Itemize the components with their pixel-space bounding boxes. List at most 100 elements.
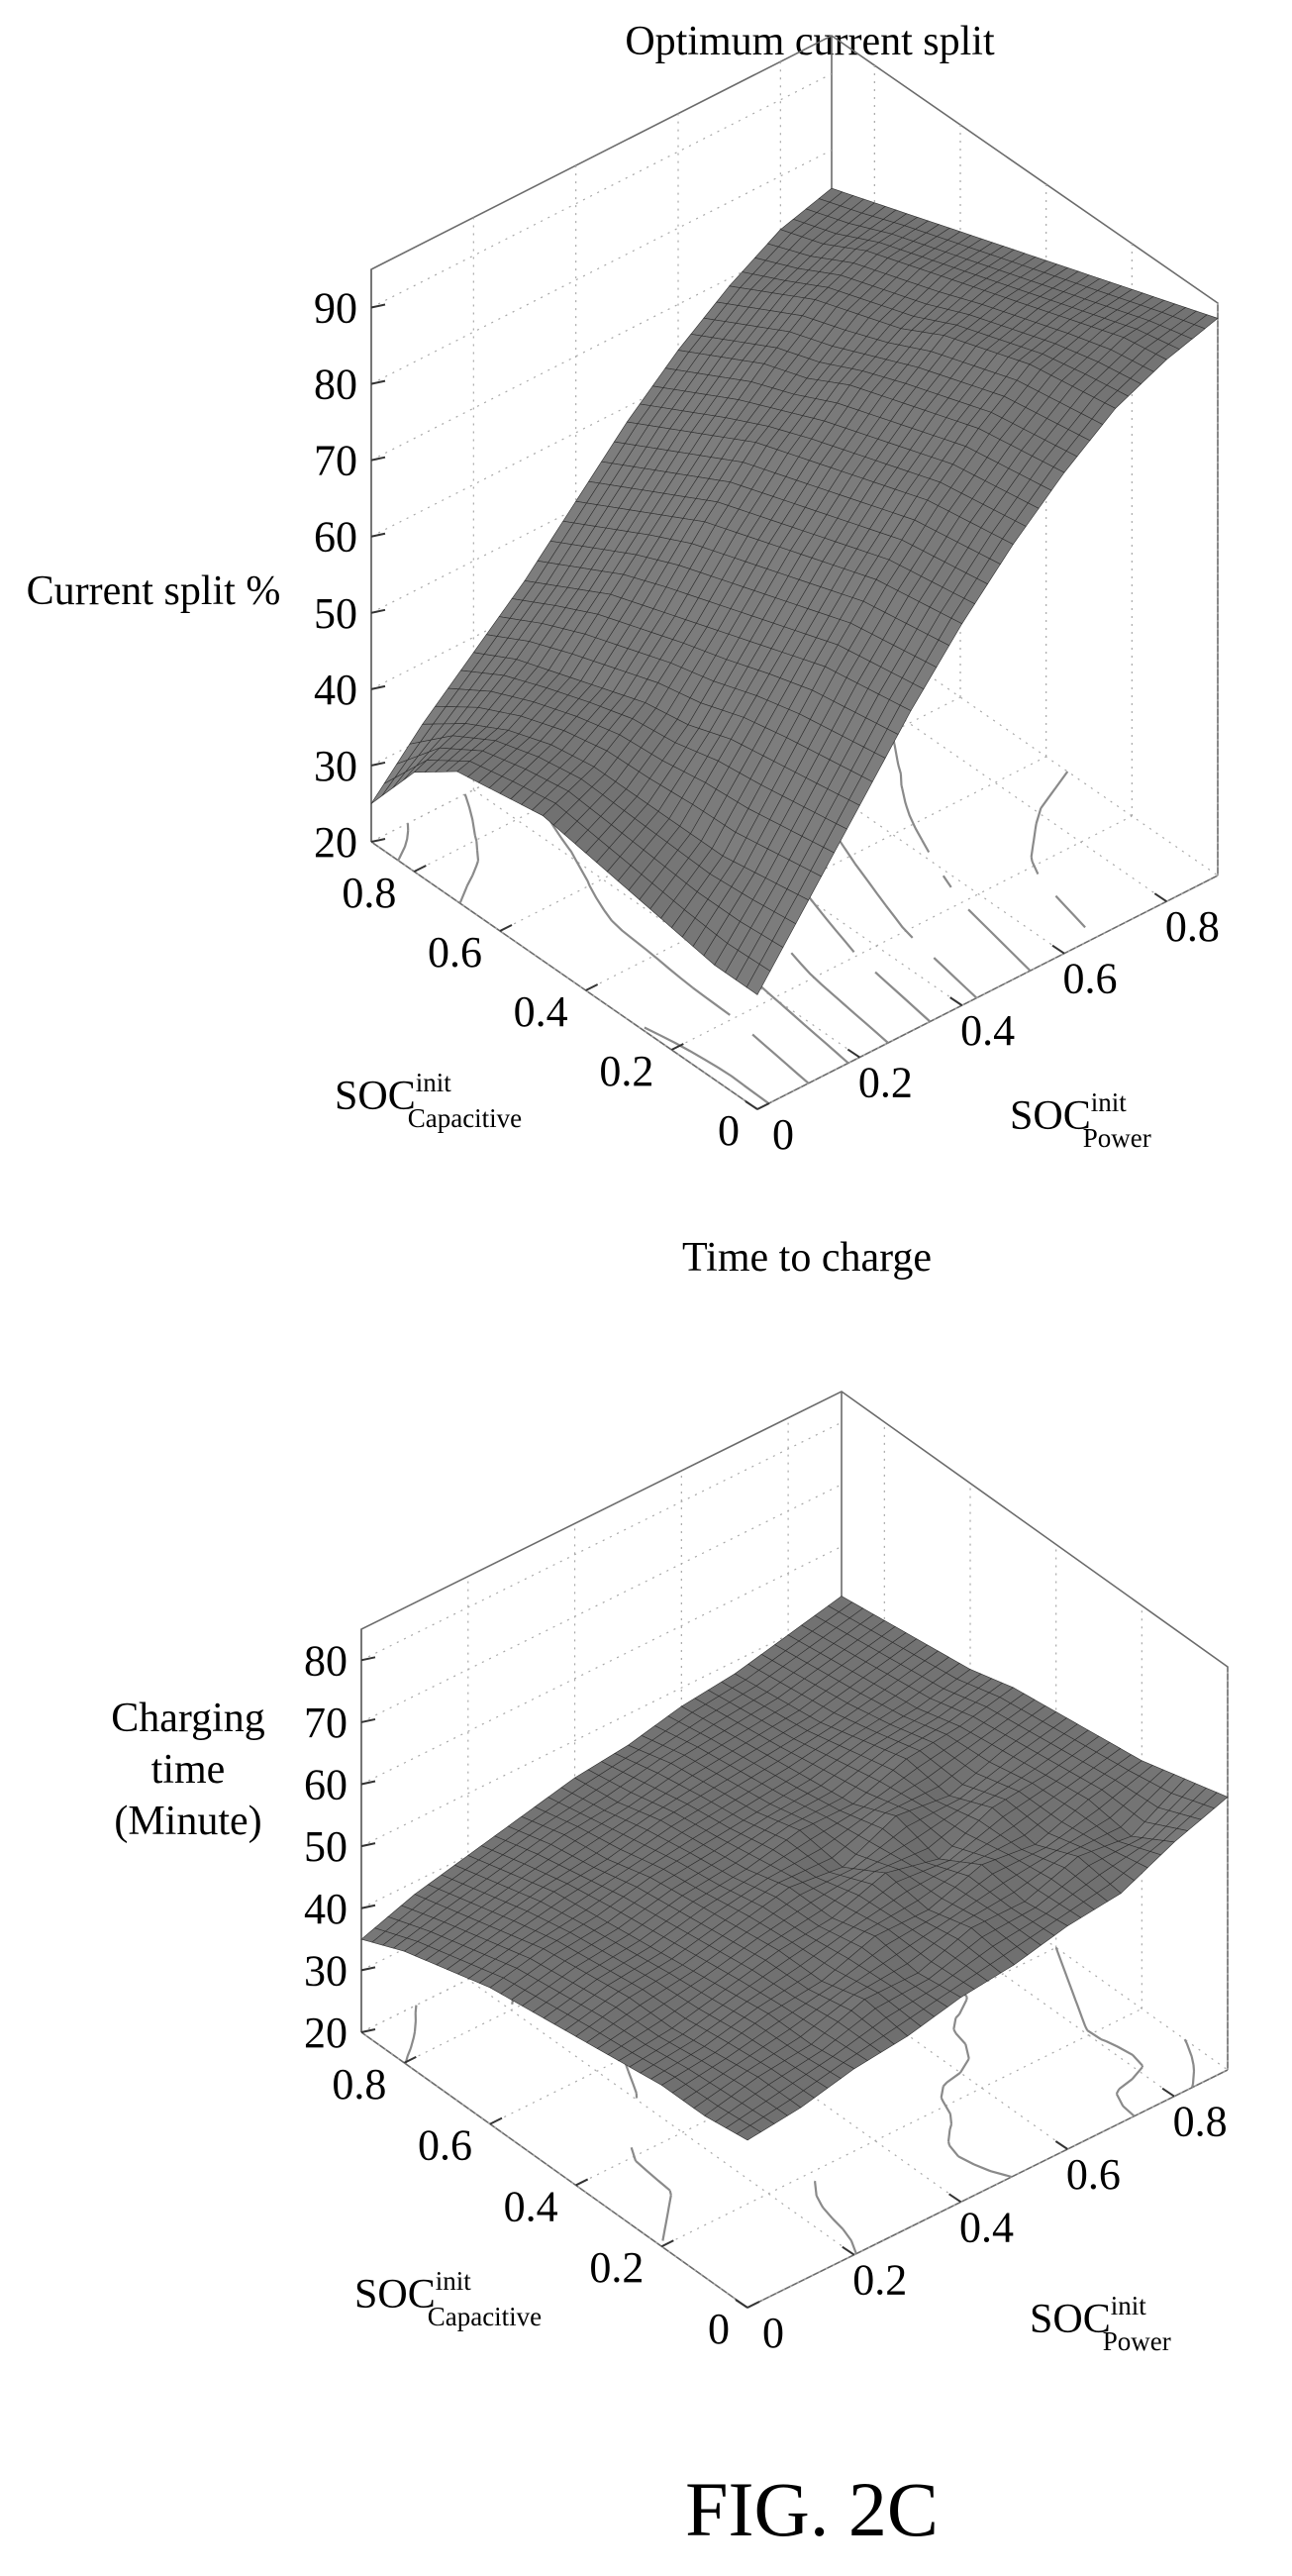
- x-tick-mark: [842, 2245, 855, 2256]
- y-tick-label: 0.6: [418, 2121, 472, 2170]
- y-tick-label: 0.2: [589, 2243, 644, 2292]
- z-tick-mark: [370, 608, 386, 614]
- x-tick-label: 0.2: [858, 1059, 913, 1107]
- surface-facet: [736, 2124, 762, 2141]
- floor-contour-line: [1054, 1947, 1143, 2117]
- y-tick-label: 0.4: [514, 987, 568, 1036]
- y-tick-mark: [585, 983, 599, 991]
- z-tick-label: 30: [314, 742, 357, 790]
- chart-1-y-label-base: SOC: [335, 1074, 416, 1119]
- y-tick-mark: [403, 2055, 417, 2064]
- chart-2-y-axis-label: SOCinit Capacitive: [354, 2266, 542, 2331]
- chart-2-z-axis-label-line-1: Charging: [111, 1696, 265, 1741]
- surface-facet: [370, 777, 395, 804]
- z-tick-label: 30: [304, 1946, 348, 1995]
- y-tick-mark: [670, 1043, 684, 1051]
- z-tick-label: 70: [304, 1699, 348, 1747]
- z-tick-label: 80: [314, 361, 357, 409]
- z-tick-label: 50: [314, 589, 357, 638]
- y-tick-mark: [499, 924, 513, 932]
- y-tick-label: 0.8: [332, 2060, 386, 2109]
- z-tick-label: 20: [304, 2009, 348, 2057]
- chart-optimum-current-split: Optimum current split 20 30 40 50 60 70 80 90 0 0…: [27, 19, 1220, 1159]
- x-tick-label: 0: [762, 2309, 784, 2357]
- z-tick-label: 50: [304, 1822, 348, 1871]
- z-tick-label: 70: [314, 437, 357, 485]
- z-tick-mark: [360, 1904, 376, 1909]
- chart-2-y-label-sup: init: [436, 2266, 472, 2296]
- z-tick-mark: [370, 303, 386, 309]
- x-tick-label: 0.4: [959, 2203, 1014, 2251]
- x-tick-label: 0.6: [1066, 2150, 1121, 2199]
- floor-contour-line: [397, 823, 410, 862]
- x-tick-mark: [948, 2193, 962, 2204]
- x-tick-mark: [949, 996, 963, 1006]
- chart-1-z-axis-label: Current split %: [27, 568, 281, 614]
- x-tick-label: 0.2: [852, 2256, 907, 2305]
- z-tick-label: 60: [304, 1761, 348, 1809]
- chart-2-z-axis-label-line-2: time: [151, 1747, 226, 1793]
- chart-2-x-label-sub: Power: [1103, 2326, 1171, 2356]
- z-tick-mark: [370, 379, 386, 385]
- chart-1-x-label-sub: Power: [1083, 1123, 1151, 1153]
- chart-2-x-label-base: SOC: [1030, 2297, 1111, 2342]
- x-tick-mark: [846, 1048, 860, 1059]
- floor-contour-line: [1183, 2038, 1196, 2089]
- floor-contour-line: [404, 2005, 418, 2065]
- y-tick-label: 0.8: [342, 869, 396, 917]
- chart-1-y-label-sup: init: [416, 1068, 452, 1097]
- back-wall-z-gridline: [360, 1421, 843, 1661]
- y-tick-mark: [746, 2301, 760, 2309]
- chart-1-ticks: 20 30 40 50 60 70 80 90 0 0.2 0.4 0.6 0.8 0 0.2 0.4 0.6 0…: [314, 284, 1220, 1159]
- floor-contour-line: [539, 801, 810, 1084]
- y-tick-mark: [756, 1102, 770, 1110]
- floor-contour-line: [1030, 771, 1086, 929]
- chart-1-x-label-sup: init: [1091, 1087, 1128, 1117]
- chart-1-title: Optimum current split: [625, 19, 995, 64]
- z-tick-mark: [360, 2028, 376, 2033]
- x-tick-mark: [745, 1100, 758, 1110]
- z-tick-label: 40: [304, 1885, 348, 1933]
- floor-contour-line: [458, 793, 770, 1105]
- chart-1-surface: [370, 187, 1219, 995]
- z-tick-label: 40: [314, 666, 357, 714]
- x-tick-label: 0: [772, 1110, 794, 1159]
- z-tick-mark: [370, 761, 386, 767]
- x-tick-mark: [1054, 2140, 1068, 2150]
- figure-caption: FIG. 2C: [685, 2466, 939, 2552]
- x-tick-label: 0.6: [1063, 955, 1118, 1003]
- x-tick-label: 0.8: [1173, 2098, 1228, 2146]
- chart-1-y-label-sub: Capacitive: [408, 1103, 522, 1133]
- chart-1-x-label-base: SOC: [1010, 1093, 1091, 1139]
- y-tick-label: 0.6: [428, 928, 482, 977]
- y-tick-mark: [575, 2178, 589, 2187]
- chart-2-ticks: 20 30 40 50 60 70 80 0 0.2 0.4 0.6 0.8 0 0.2 0.4 0.6 0.8: [304, 1636, 1228, 2357]
- z-tick-mark: [360, 1780, 376, 1786]
- chart-1-x-axis-label: SOCinit Power: [1010, 1087, 1151, 1153]
- x-tick-label: 0.4: [960, 1006, 1015, 1055]
- x-tick-label: 0.8: [1165, 902, 1220, 951]
- x-tick-mark: [1051, 944, 1065, 955]
- y-tick-label: 0.2: [599, 1047, 653, 1095]
- x-tick-mark: [1153, 892, 1167, 903]
- chart-2-title: Time to charge: [682, 1235, 932, 1281]
- y-tick-mark: [413, 865, 427, 873]
- z-tick-mark: [360, 1842, 376, 1848]
- floor-contour-line: [511, 1987, 517, 2005]
- y-tick-label: 0: [708, 2305, 730, 2353]
- chart-2-x-axis-label: SOCinit Power: [1030, 2291, 1171, 2356]
- z-tick-label: 20: [314, 818, 357, 867]
- z-tick-mark: [360, 1966, 376, 1972]
- chart-time-to-charge: Time to charge 20 30 40 50 60 70 80 0 0.2 0.4 0.6 0…: [111, 1235, 1229, 2357]
- z-tick-mark: [370, 532, 386, 538]
- chart-2-y-label-base: SOC: [354, 2272, 436, 2318]
- surface-facet: [745, 964, 771, 995]
- z-tick-label: 80: [304, 1636, 348, 1685]
- z-tick-label: 60: [314, 513, 357, 562]
- z-tick-mark: [360, 1717, 376, 1723]
- z-tick-mark: [370, 456, 386, 462]
- chart-2-z-axis-label-line-3: (Minute): [114, 1799, 261, 1844]
- z-tick-mark: [370, 684, 386, 690]
- z-tick-label: 90: [314, 284, 357, 333]
